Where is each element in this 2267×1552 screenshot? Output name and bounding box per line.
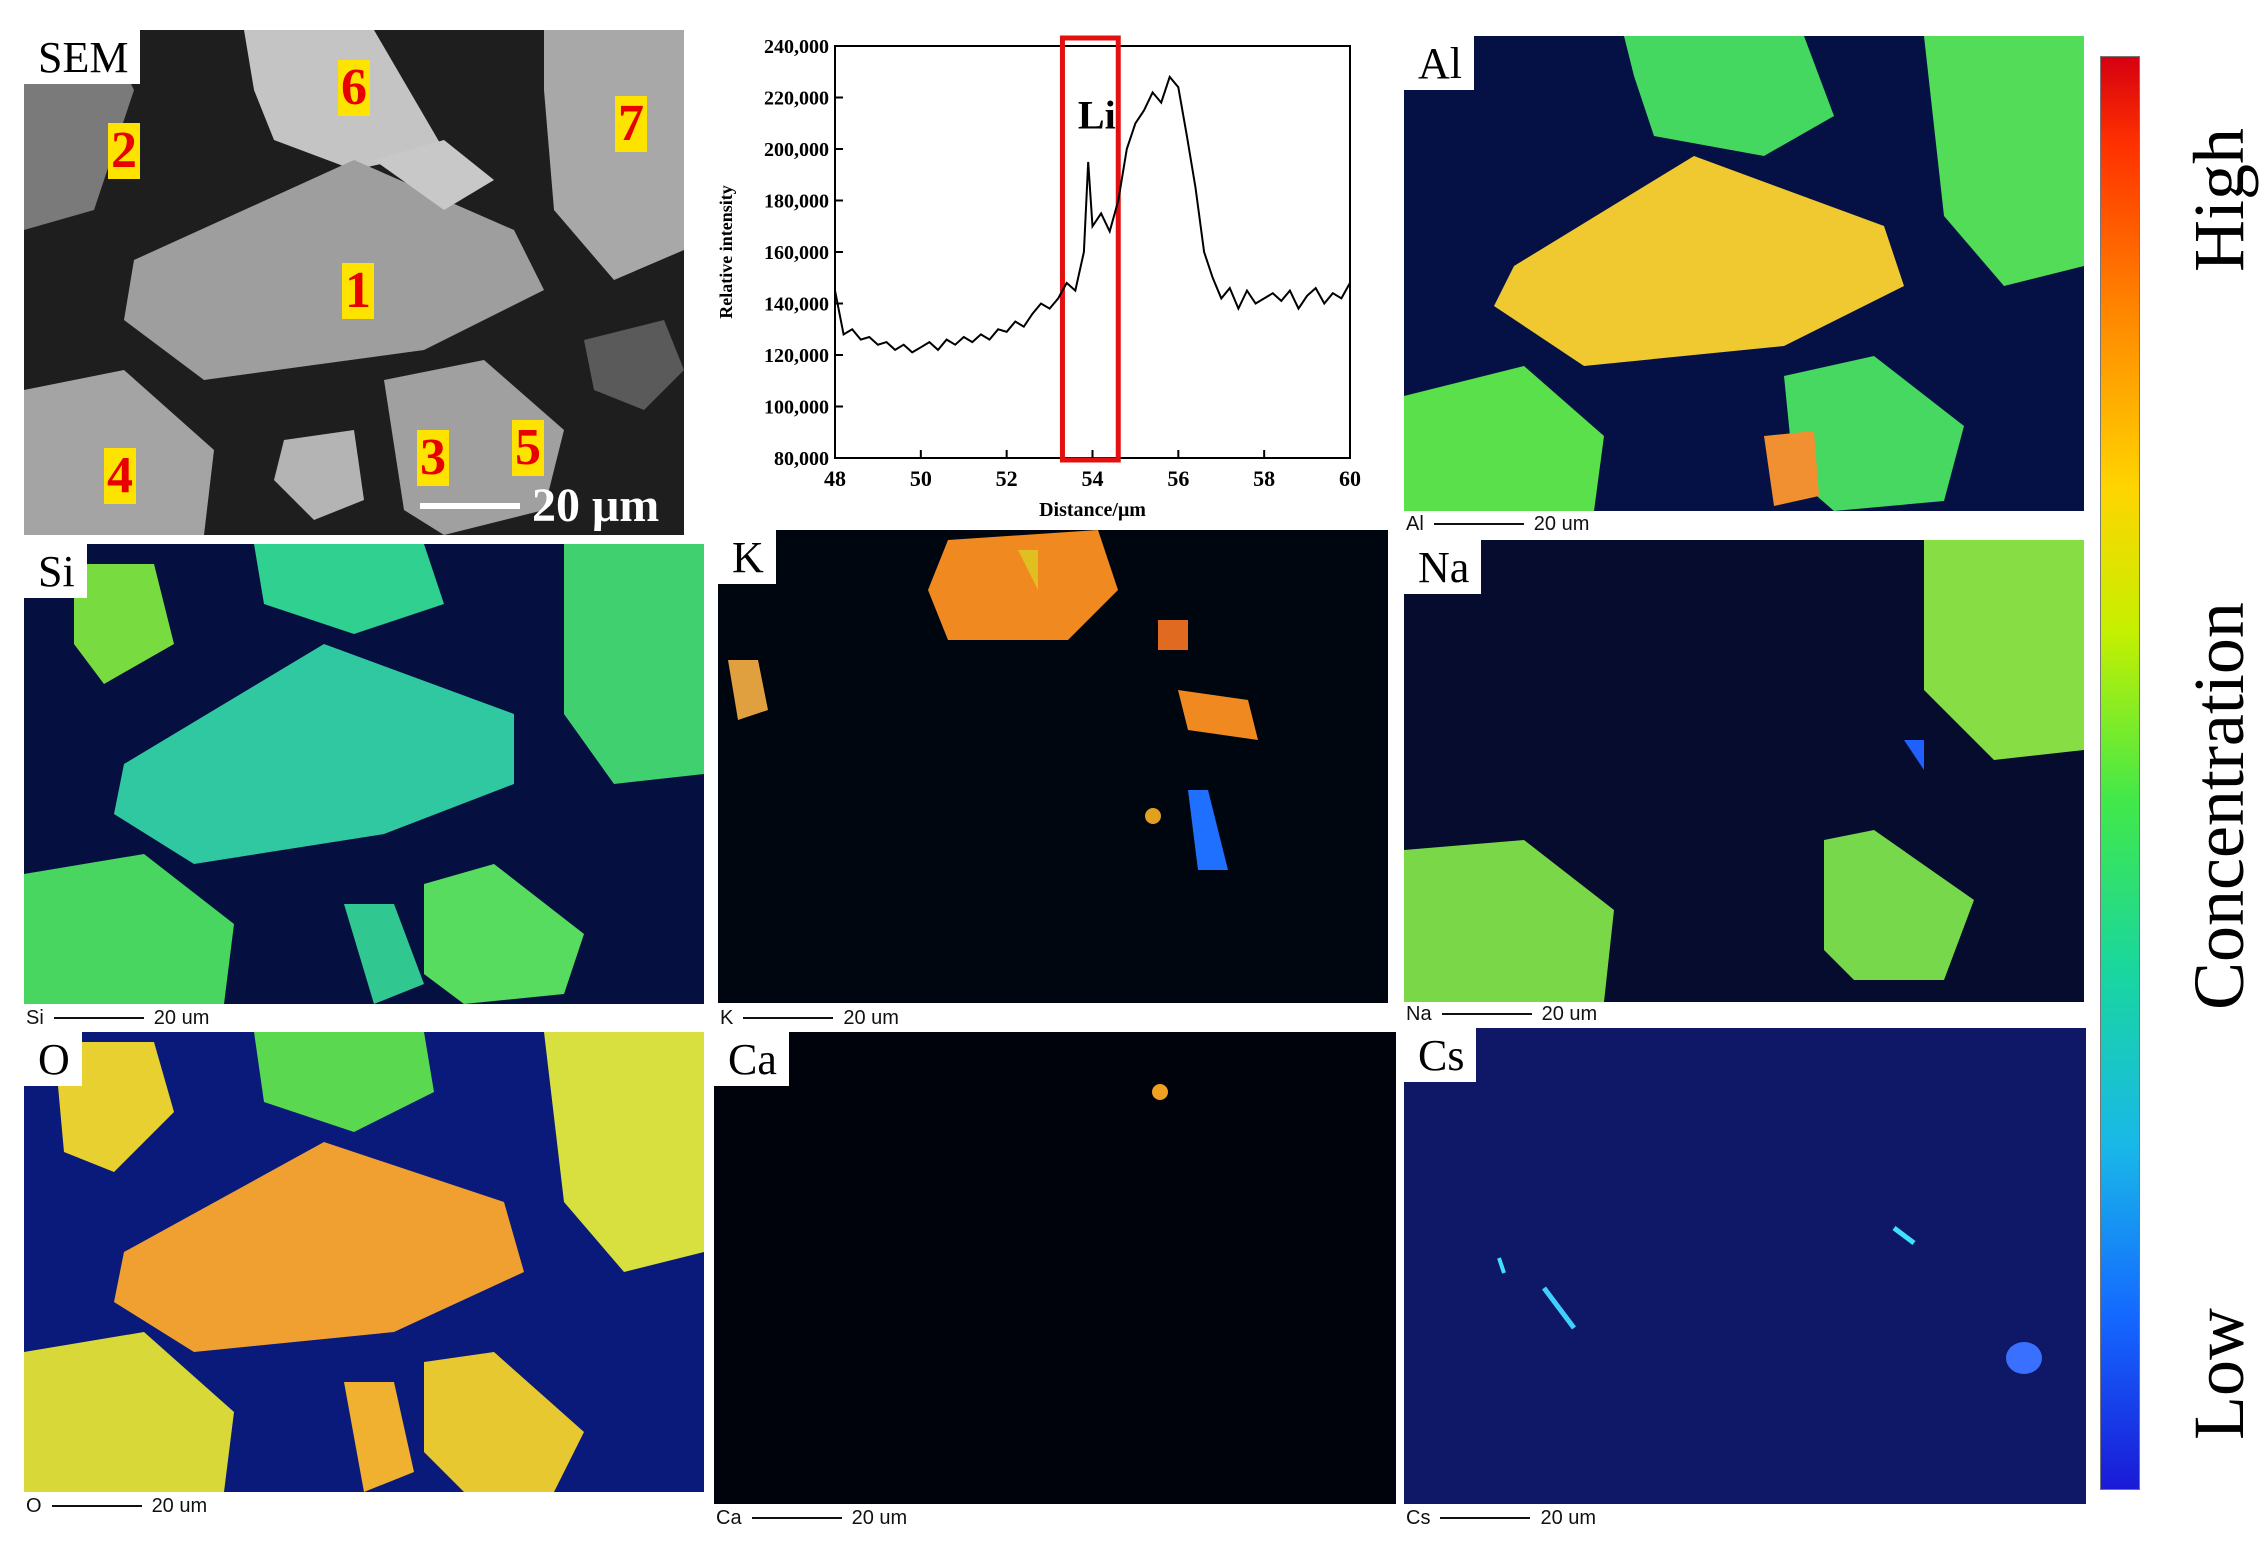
- cs-scale-prefix: Cs: [1406, 1506, 1431, 1529]
- sem-scalebar-line: [420, 502, 520, 509]
- number-label-6: 6: [338, 60, 370, 116]
- number-label-2: 2: [108, 123, 140, 179]
- na-scalebar: Na 20 um: [1406, 1002, 1597, 1026]
- x-tick-label-0: 48: [824, 466, 846, 491]
- na-panel: Na: [1404, 540, 2084, 1002]
- cs-scalebar: Cs 20 um: [1406, 1506, 1596, 1530]
- y-tick-label-7: 220,000: [764, 88, 829, 110]
- sem-scalebar-label: 20 μm: [532, 479, 660, 532]
- al-scale-prefix: Al: [1406, 512, 1424, 535]
- si-scale-prefix: Si: [26, 1006, 44, 1029]
- o-map: [24, 1032, 704, 1492]
- si-map: [24, 544, 704, 1004]
- number-label-7: 7: [615, 96, 647, 152]
- o-scale-text: 20 um: [151, 1494, 208, 1517]
- sem-label: SEM: [24, 30, 141, 84]
- x-tick-label-4: 56: [1167, 466, 1189, 491]
- k-scalebar: K 20 um: [720, 1006, 899, 1030]
- ca-scale-text: 20 um: [851, 1506, 908, 1529]
- al-map: [1404, 36, 2084, 511]
- si-scale-text: 20 um: [153, 1006, 210, 1029]
- k-scale-prefix: K: [720, 1006, 734, 1029]
- sem-scalebar: 20 μm: [420, 478, 659, 533]
- x-tick-label-1: 50: [910, 466, 932, 491]
- line-profile-chart: 48 50 52 54 56 58 60 80,000 100,000 120,000 140,00…: [700, 20, 1380, 530]
- ca-label: Ca: [714, 1032, 789, 1086]
- x-tick-label-3: 54: [1082, 466, 1104, 491]
- o-scalebar: O 20 um: [26, 1494, 207, 1518]
- number-label-1: 1: [342, 263, 374, 319]
- o-panel: O: [24, 1032, 704, 1492]
- x-tick-label-2: 52: [996, 466, 1018, 491]
- ca-scalebar: Ca 20 um: [716, 1506, 907, 1530]
- number-label-4: 4: [104, 448, 136, 504]
- y-tick-label-0: 80,000: [774, 448, 829, 470]
- k-scale-text: 20 um: [843, 1006, 899, 1029]
- number-label-3: 3: [417, 430, 449, 486]
- y-tick-label-8: 240,000: [764, 36, 829, 58]
- colorbar-low-label: Low: [2179, 1308, 2259, 1440]
- chart-svg: 48 50 52 54 56 58 60 80,000 100,000 120,000 140,00…: [716, 35, 1361, 521]
- si-panel: Si: [24, 544, 704, 1004]
- y-tick-label-6: 200,000: [764, 139, 829, 161]
- ca-scale-prefix: Ca: [716, 1506, 742, 1529]
- y-axis-label: Relative intensity: [716, 185, 736, 318]
- cs-map: [1404, 1028, 2086, 1504]
- al-scale-line: [1433, 523, 1524, 525]
- o-scale-prefix: O: [26, 1494, 42, 1517]
- o-scale-line: [51, 1505, 142, 1507]
- na-scale-prefix: Na: [1406, 1002, 1432, 1025]
- x-tick-label-6: 60: [1339, 466, 1361, 491]
- si-label: Si: [24, 544, 87, 598]
- sem-panel: SEM 1 2 3 4 5 6 7: [24, 30, 684, 535]
- series-line-0: [834, 74, 1351, 354]
- al-panel: Al: [1404, 36, 2084, 511]
- ca-panel: Ca: [714, 1032, 1396, 1504]
- na-map: [1404, 540, 2084, 1002]
- y-tick-label-1: 100,000: [764, 397, 829, 419]
- si-scalebar: Si 20 um: [26, 1006, 209, 1030]
- al-scale-text: 20 um: [1533, 512, 1590, 535]
- cs-scale-text: 20 um: [1540, 1506, 1597, 1529]
- concentration-colorbar: [2100, 56, 2140, 1490]
- x-tick-label-5: 58: [1253, 466, 1275, 491]
- colorbar-high-label: High: [2179, 128, 2259, 272]
- al-scalebar: Al 20 um: [1406, 512, 1589, 536]
- y-tick-label-3: 140,000: [764, 294, 829, 316]
- al-label: Al: [1404, 36, 1474, 90]
- cs-label: Cs: [1404, 1028, 1477, 1082]
- k-label: K: [718, 530, 776, 584]
- k-map: [718, 530, 1388, 1003]
- na-label: Na: [1404, 540, 1482, 594]
- li-highlight-box: [1059, 35, 1121, 463]
- li-annotation: Li: [1078, 92, 1116, 137]
- ca-map: [714, 1032, 1396, 1504]
- y-tick-label-4: 160,000: [764, 242, 829, 264]
- y-tick-label-2: 120,000: [764, 345, 829, 367]
- cs-scale-line: [1440, 1517, 1531, 1519]
- colorbar-concentration-label: Concentration: [2179, 602, 2259, 1010]
- o-label: O: [24, 1032, 82, 1086]
- y-tick-label-5: 180,000: [764, 191, 829, 213]
- na-scale-text: 20 um: [1541, 1002, 1598, 1025]
- si-scale-line: [53, 1017, 144, 1019]
- number-label-5: 5: [512, 420, 544, 476]
- k-scale-line: [743, 1017, 834, 1019]
- ca-scale-line: [751, 1517, 842, 1519]
- k-panel: K: [718, 530, 1388, 1003]
- cs-panel: Cs: [1404, 1028, 2086, 1504]
- na-scale-line: [1441, 1013, 1532, 1015]
- x-axis-label: Distance/μm: [1039, 499, 1146, 521]
